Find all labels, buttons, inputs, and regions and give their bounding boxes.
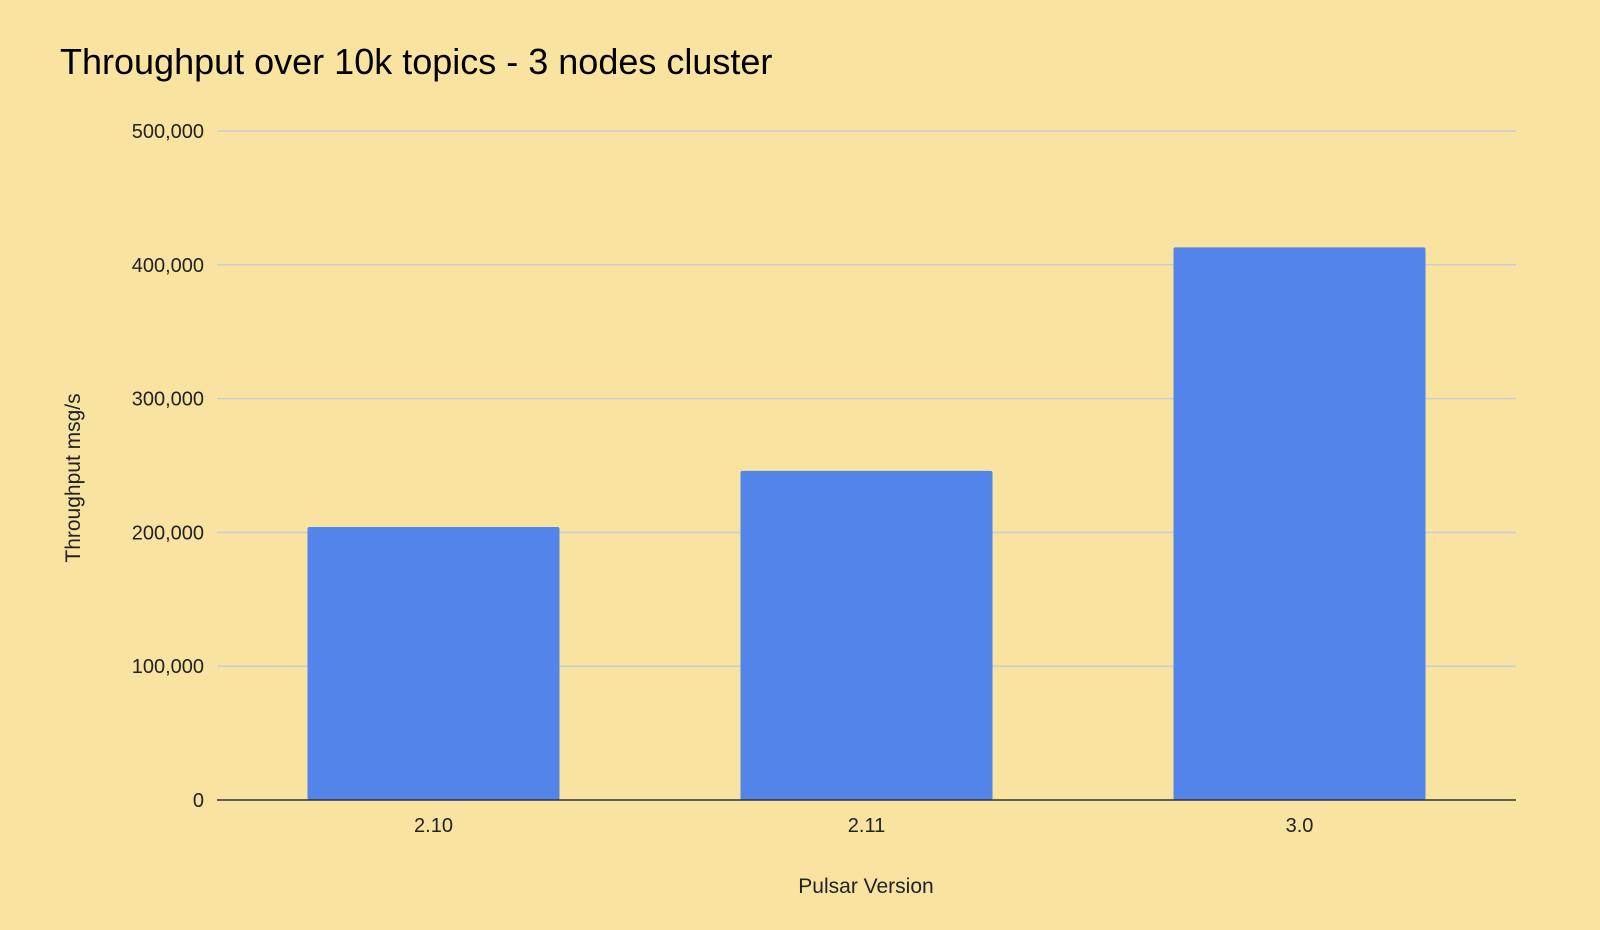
x-tick-label: 2.10 bbox=[414, 815, 453, 837]
y-axis-ticks: 0 100,000 200,000 300,000 400,000 500,000 bbox=[132, 121, 204, 812]
chart-title: Throughput over 10k topics - 3 nodes clu… bbox=[60, 41, 772, 82]
x-tick-label: 3.0 bbox=[1286, 815, 1314, 837]
y-tick-label: 200,000 bbox=[132, 522, 204, 544]
bar-3.0 bbox=[1173, 247, 1426, 800]
x-tick-label: 2.11 bbox=[848, 815, 885, 837]
x-axis-label: Pulsar Version bbox=[798, 875, 933, 898]
y-axis-label: Throughput msg/s bbox=[62, 393, 85, 562]
bars bbox=[307, 247, 1426, 800]
x-axis-ticks: 2.10 2.11 3.0 bbox=[414, 815, 1313, 837]
y-tick-label: 100,000 bbox=[132, 656, 204, 678]
y-tick-label: 500,000 bbox=[132, 121, 204, 143]
y-tick-label: 300,000 bbox=[132, 389, 204, 411]
y-tick-label: 400,000 bbox=[132, 255, 204, 277]
bar-2.10 bbox=[307, 527, 560, 800]
y-tick-label: 0 bbox=[193, 790, 204, 812]
bar-2.11 bbox=[740, 470, 993, 800]
